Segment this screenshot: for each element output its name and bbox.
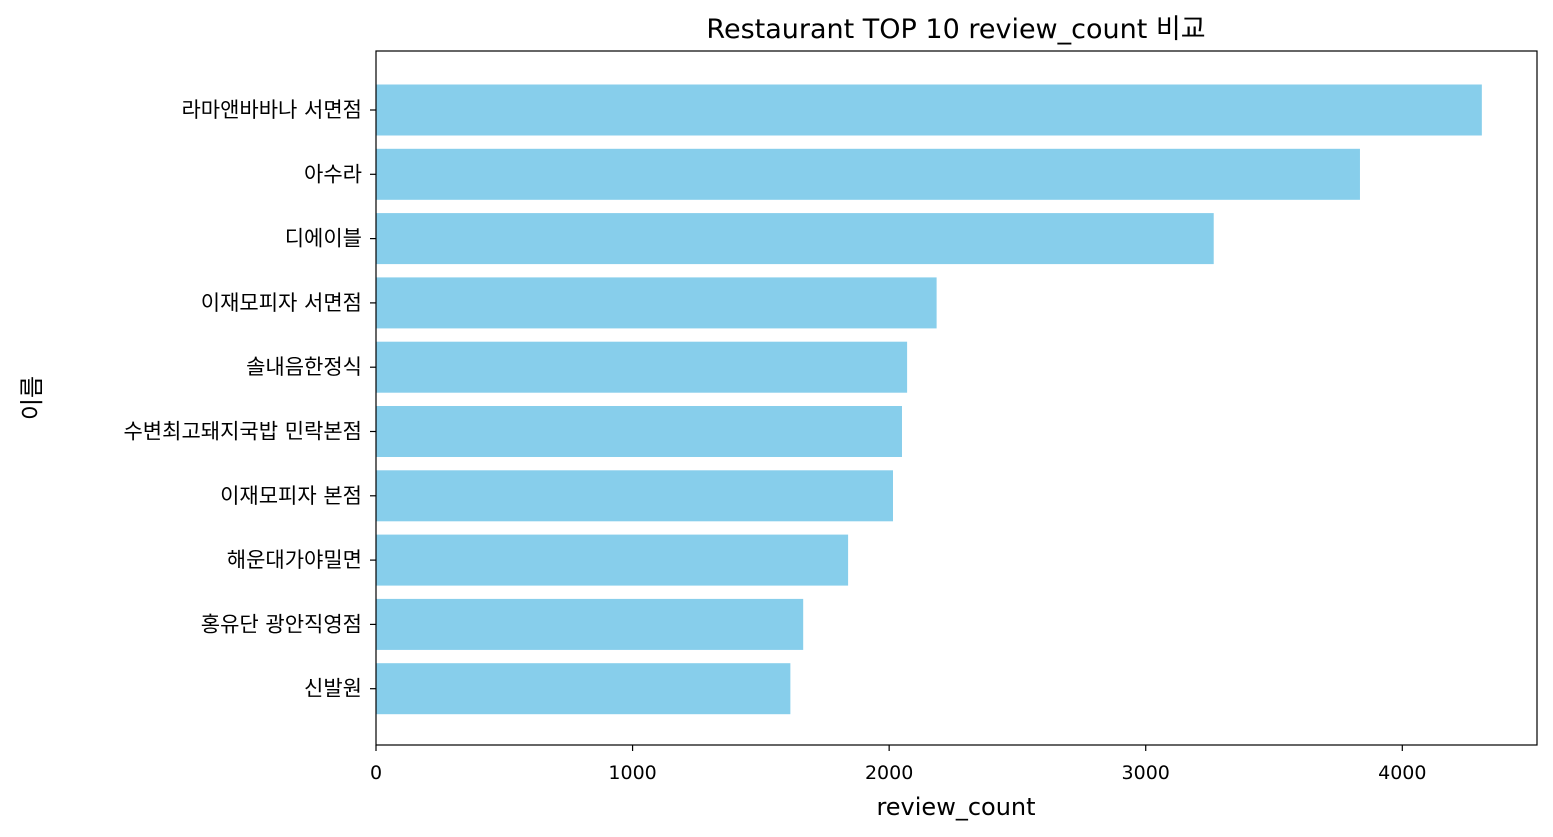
y-tick-label: 수변최고돼지국밥 민락본점 bbox=[123, 420, 362, 444]
y-tick-label: 신발원 bbox=[304, 677, 362, 701]
y-tick-label: 디에이블 bbox=[285, 227, 362, 251]
bar-0 bbox=[376, 84, 1482, 136]
y-axis-label: 이름 bbox=[18, 376, 46, 420]
y-tick-label: 이재모피자 서면점 bbox=[201, 291, 362, 315]
x-tick-label: 4000 bbox=[1378, 762, 1426, 784]
x-tick-label: 1000 bbox=[608, 762, 656, 784]
chart-title: Restaurant TOP 10 review_count 비교 bbox=[706, 14, 1205, 45]
y-tick-label: 홍유단 광안직영점 bbox=[201, 612, 362, 636]
bar-7 bbox=[376, 534, 849, 586]
bar-5 bbox=[376, 406, 902, 457]
bar-9 bbox=[376, 663, 791, 715]
bar-2 bbox=[376, 213, 1214, 265]
x-tick-label: 0 bbox=[370, 762, 382, 784]
x-axis-label: review_count bbox=[876, 793, 1035, 821]
y-tick-label: 해운대가야밀면 bbox=[227, 548, 362, 572]
bar-3 bbox=[376, 277, 937, 329]
bar-6 bbox=[376, 470, 893, 522]
y-tick-label: 아수라 bbox=[304, 162, 362, 186]
bar-4 bbox=[376, 341, 908, 393]
x-axis-ticks: 0 1000 2000 3000 4000 bbox=[370, 745, 1426, 784]
x-tick-label: 2000 bbox=[865, 762, 913, 784]
plot-frame bbox=[375, 50, 1538, 746]
x-tick-label: 3000 bbox=[1122, 762, 1170, 784]
bars-group bbox=[376, 84, 1482, 715]
y-tick-label: 라마앤바바나 서면점 bbox=[181, 98, 362, 122]
y-tick-label: 솔내음한정식 bbox=[246, 355, 362, 379]
y-tick-label: 이재모피자 본점 bbox=[220, 484, 362, 508]
bar-8 bbox=[376, 598, 804, 650]
bar-1 bbox=[376, 148, 1360, 200]
